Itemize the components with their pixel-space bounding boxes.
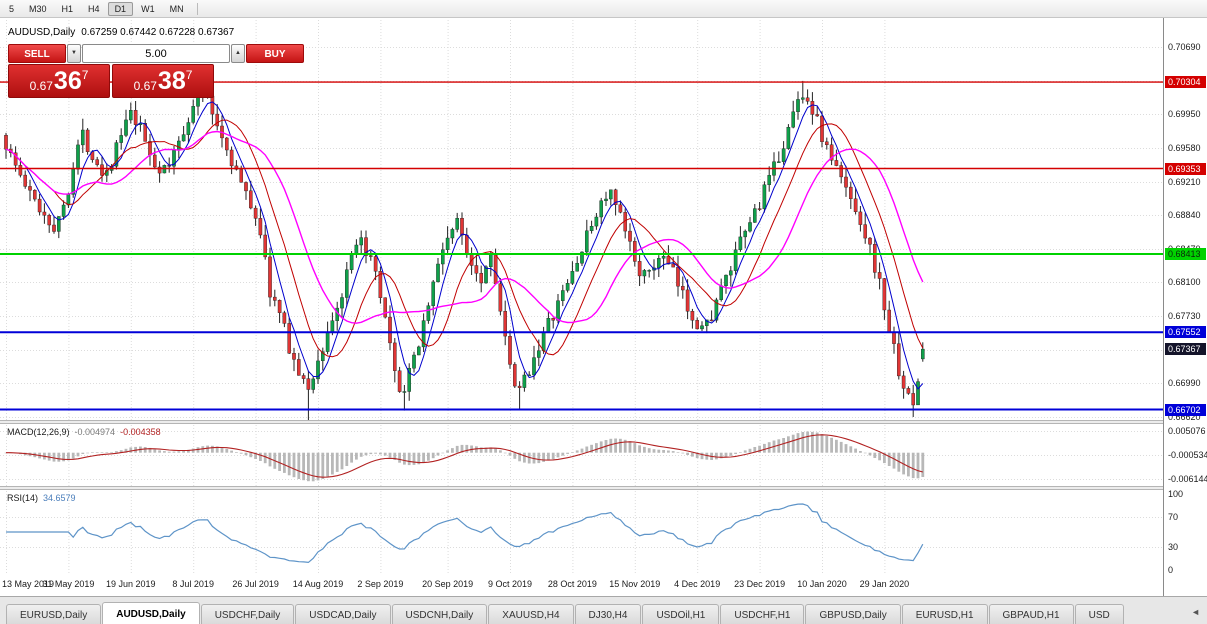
date-label: 31 May 2019: [42, 579, 95, 589]
axis-tick-label: 0.70690: [1168, 42, 1201, 52]
level-price-badge: 0.67552: [1165, 326, 1206, 339]
date-label: 26 Jul 2019: [232, 579, 279, 589]
axis-tick-label: 0.68840: [1168, 210, 1201, 221]
chart-tab-audusd-daily[interactable]: AUDUSD,Daily: [102, 602, 200, 624]
axis-tick-label: 0: [1168, 565, 1174, 575]
chart-tab-xauusd-h4[interactable]: XAUUSD,H4: [488, 604, 574, 624]
axis-tick-label: -0.006144: [1168, 474, 1207, 484]
axis-tick-label: 70: [1168, 511, 1179, 522]
sell-price-pip: 7: [81, 67, 89, 82]
axis-tick-label: 0.66620: [1168, 412, 1201, 422]
timeframe-button-m30[interactable]: M30: [29, 3, 47, 14]
chart-window[interactable]: AUDUSD,Daily 0.67259 0.67442 0.67228 0.67…: [0, 18, 1207, 596]
timeframe-button-w1[interactable]: W1: [141, 3, 155, 14]
volume-up-button[interactable]: ▲: [231, 44, 245, 63]
panel-splitter[interactable]: [0, 420, 1207, 424]
level-price-badge: 0.66702: [1165, 403, 1206, 416]
level-price-badge: 0.68413: [1165, 248, 1206, 260]
date-label: 28 Oct 2019: [547, 579, 597, 589]
time-axis[interactable]: 13 May 2019 31 May 2019 19 Jun 2019 8 Jul 2…: [0, 574, 1163, 596]
ohlc-values: 0.67259 0.67442 0.67228 0.67367: [81, 27, 235, 38]
timeframe-button-d1[interactable]: D1: [107, 1, 134, 16]
rsi-indicator-label: RSI(14) 34.6579: [7, 493, 76, 503]
rsi-name: RSI(14): [7, 493, 39, 503]
timeframe-button-5[interactable]: 5: [9, 3, 15, 14]
chart-tab-usdcad-daily[interactable]: USDCAD,Daily: [295, 604, 391, 624]
chart-tab-usdchf-daily[interactable]: USDCHF,Daily: [200, 604, 295, 624]
axis-tick-label: 0.005076: [1168, 426, 1206, 436]
level-price-badge: 0.70304: [1165, 76, 1206, 89]
timeframe-button-mn[interactable]: MN: [169, 3, 184, 14]
chart-tab-eurusd-h1[interactable]: EURUSD,H1: [901, 604, 988, 624]
volume-down-button[interactable]: ▼: [67, 44, 81, 63]
axis-tick-label: 0.68100: [1168, 277, 1201, 288]
sell-price-main: 36: [53, 67, 82, 95]
date-label: 14 Aug 2019: [292, 579, 344, 589]
chart-tab-usdoil-h1[interactable]: USDOil,H1: [642, 604, 720, 624]
date-label: 20 Sep 2019: [422, 579, 474, 589]
timeframe-button-h4[interactable]: H4: [88, 3, 100, 14]
date-label: 15 Nov 2019: [609, 579, 661, 589]
chart-tabs: EURUSD,Daily AUDUSD,Daily USDCHF,Daily USDC…: [0, 597, 1207, 624]
buy-price-prefix: 0.67: [133, 78, 157, 93]
sell-button[interactable]: SELL: [8, 44, 66, 63]
timeframe-toolbar: 5 M30 H1 H4 D1 W1 MN: [0, 0, 1207, 18]
axis-tick-label: 0.66990: [1168, 378, 1201, 389]
price-axis[interactable]: 0.706900.703200.699500.695800.692100.688…: [1163, 18, 1207, 596]
date-label: 4 Dec 2019: [674, 579, 721, 589]
date-label: 29 Jan 2020: [859, 579, 910, 589]
sell-price-prefix: 0.67: [29, 78, 53, 93]
date-label: 19 Jun 2019: [106, 579, 156, 589]
panel-splitter[interactable]: [0, 486, 1207, 490]
buy-price-pip: 7: [185, 67, 193, 82]
buy-price-main: 38: [157, 67, 186, 95]
one-click-trade-panel: SELL ▼ ▲ BUY 0.67 36 7 0.67 38 7: [8, 44, 304, 98]
sell-price-display[interactable]: 0.67 36 7: [8, 64, 110, 98]
chart-tab-dj30-h4[interactable]: DJ30,H4: [574, 604, 642, 624]
chart-title: AUDUSD,Daily 0.67259 0.67442 0.67228 0.67…: [8, 27, 234, 38]
macd-main-value: -0.004974: [74, 427, 116, 437]
axis-tick-label: 0.69580: [1168, 142, 1201, 153]
macd-signal-value: -0.004358: [120, 427, 161, 437]
chart-tab-usdcnh-daily[interactable]: USDCNH,Daily: [391, 604, 488, 624]
chart-tab-usdchf-h1[interactable]: USDCHF,H1: [720, 604, 805, 624]
chart-tab-gbpaud-h1[interactable]: GBPAUD,H1: [988, 604, 1074, 624]
axis-tick-label: 0.69950: [1168, 109, 1201, 120]
chart-tab-gbpusd-daily[interactable]: GBPUSD,Daily: [805, 604, 901, 624]
axis-tick-label: -0.000534: [1168, 450, 1207, 460]
macd-name: MACD(12,26,9): [7, 427, 70, 437]
axis-tick-label: 0.69210: [1168, 176, 1201, 187]
axis-tick-label: 30: [1168, 542, 1179, 553]
date-label: 13 May 2019: [2, 579, 55, 589]
axis-tick-label: 100: [1168, 489, 1184, 499]
chart-tab-bar: EURUSD,Daily AUDUSD,Daily USDCHF,Daily USDC…: [0, 596, 1207, 624]
timeframe-button-h1[interactable]: H1: [61, 3, 74, 14]
date-label: 8 Jul 2019: [172, 579, 214, 589]
macd-indicator-label: MACD(12,26,9) -0.004974 -0.004358: [7, 427, 161, 437]
volume-input[interactable]: [82, 44, 230, 63]
rsi-value: 34.6579: [43, 493, 76, 503]
buy-button[interactable]: BUY: [246, 44, 304, 63]
date-label: 9 Oct 2019: [487, 579, 533, 589]
axis-tick-label: 0.67730: [1168, 311, 1201, 322]
tab-scroll-left-button[interactable]: ◄: [1191, 607, 1200, 617]
date-label: 23 Dec 2019: [734, 579, 786, 589]
symbol-label: AUDUSD,Daily: [8, 27, 76, 38]
current-price-badge: 0.67367: [1165, 343, 1206, 356]
toolbar-separator: [196, 2, 198, 15]
chart-canvas[interactable]: [0, 18, 1163, 596]
level-price-badge: 0.69353: [1165, 162, 1206, 175]
date-label: 10 Jan 2020: [797, 579, 847, 589]
date-label: 2 Sep 2019: [357, 579, 404, 589]
chart-tab-eurusd-daily[interactable]: EURUSD,Daily: [6, 604, 102, 624]
buy-price-display[interactable]: 0.67 38 7: [112, 64, 214, 98]
chart-tab-usd[interactable]: USD: [1074, 604, 1124, 624]
